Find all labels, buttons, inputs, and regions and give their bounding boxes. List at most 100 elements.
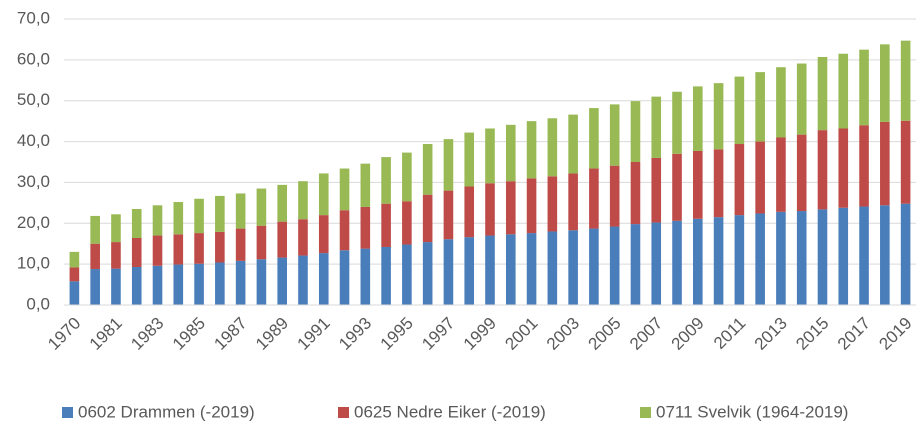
bar-segment: [796, 134, 807, 212]
x-tick-label: 1999: [460, 314, 500, 354]
bar-segment: [547, 176, 558, 232]
bar-segment: [381, 203, 391, 247]
bar-segment: [194, 233, 204, 264]
x-tick-label: 2007: [626, 314, 666, 354]
bar-segment: [817, 56, 828, 131]
bar-segment: [900, 120, 911, 204]
bar-segment: [505, 124, 516, 182]
bar-segment: [734, 144, 745, 216]
bar-segment: [277, 257, 287, 305]
bar-segment: [859, 206, 869, 305]
bar-segment: [422, 194, 433, 243]
y-tick-label: 30,0: [17, 172, 50, 191]
bar-segment: [152, 265, 163, 305]
bar-segment: [713, 149, 724, 218]
bar-segment: [485, 183, 495, 236]
x-tick-label: 2015: [792, 314, 832, 354]
bar-segment: [443, 239, 454, 305]
bar-segment: [609, 165, 620, 227]
bar-segment: [339, 250, 350, 305]
bar-segment: [339, 168, 350, 211]
bar-segment: [796, 63, 807, 135]
bar-segment: [194, 263, 204, 305]
bar-segment: [152, 235, 163, 266]
bar-segment: [381, 246, 391, 305]
bar-segment: [360, 206, 371, 249]
bar-segment: [360, 248, 371, 305]
bar-segment: [111, 268, 121, 305]
y-tick-label: 50,0: [17, 90, 50, 109]
bar-segment: [422, 144, 433, 195]
x-tick-label: 1995: [377, 314, 417, 354]
bar-segment: [173, 202, 184, 235]
y-tick-label: 70,0: [17, 8, 50, 27]
bar-segment: [526, 178, 537, 234]
legend-label: 0711 Svelvik (1964-2019): [656, 402, 848, 421]
bar-segment: [568, 173, 578, 231]
bar-segment: [796, 211, 807, 305]
bar-segment: [111, 242, 121, 269]
x-tick-label: 1987: [210, 314, 250, 354]
y-tick-label: 10,0: [17, 254, 50, 273]
bar-segment: [817, 130, 828, 210]
bar-segment: [755, 141, 765, 214]
bar-segment: [215, 231, 225, 263]
bar-segment: [630, 224, 641, 305]
bar-segment: [651, 96, 662, 158]
bar-segment: [838, 53, 849, 129]
bar-segment: [589, 228, 599, 305]
bar-segment: [713, 217, 724, 305]
bar-segment: [173, 234, 184, 265]
bar-segment: [505, 181, 516, 235]
y-tick-label: 60,0: [17, 49, 50, 68]
bar-segment: [298, 255, 308, 305]
bar-segment: [256, 188, 267, 226]
legend-swatch: [62, 407, 73, 418]
bar-segment: [402, 152, 412, 202]
x-tick-label: 2019: [875, 314, 915, 354]
bar-segment: [152, 205, 163, 236]
bar-segment: [318, 173, 329, 216]
x-tick-label: 1981: [86, 314, 126, 354]
bar-segment: [443, 139, 454, 191]
bar-segment: [755, 213, 765, 305]
bar-segment: [69, 267, 80, 282]
bar-segment: [235, 260, 246, 305]
bar-segment: [547, 231, 558, 305]
bar-segment: [173, 264, 184, 305]
bar-segment: [194, 198, 204, 234]
bar-segment: [859, 125, 869, 207]
bar-segment: [131, 267, 142, 305]
bar-segment: [464, 186, 475, 238]
bar-segment: [235, 193, 246, 229]
bar-segment: [422, 242, 433, 305]
bar-segment: [256, 259, 267, 305]
bar-segment: [298, 181, 308, 220]
bar-segment: [318, 253, 329, 305]
bar-segment: [776, 67, 786, 138]
bar-segment: [485, 235, 495, 305]
bar-segment: [277, 221, 287, 258]
x-tick-label: 2011: [710, 314, 749, 353]
bar-segment: [547, 118, 558, 177]
bar-segment: [776, 137, 786, 212]
x-tick-label: 2013: [751, 314, 791, 354]
bar-segment: [817, 209, 828, 305]
bar-segment: [90, 243, 100, 270]
bar-segment: [776, 211, 786, 305]
bar-segment: [734, 76, 745, 145]
bar-segment: [693, 150, 703, 219]
bar-segment: [568, 230, 578, 305]
bar-segment: [402, 201, 412, 245]
bar-segment: [672, 220, 682, 305]
x-tick-label: 1989: [252, 314, 292, 354]
bar-segment: [880, 44, 890, 122]
bar-segment: [630, 101, 641, 162]
bar-segment: [381, 157, 391, 204]
bar-segment: [693, 218, 703, 305]
x-tick-label: 1970: [44, 314, 84, 354]
bar-segment: [838, 207, 849, 305]
bar-segment: [131, 208, 142, 238]
bar-segment: [609, 104, 620, 166]
